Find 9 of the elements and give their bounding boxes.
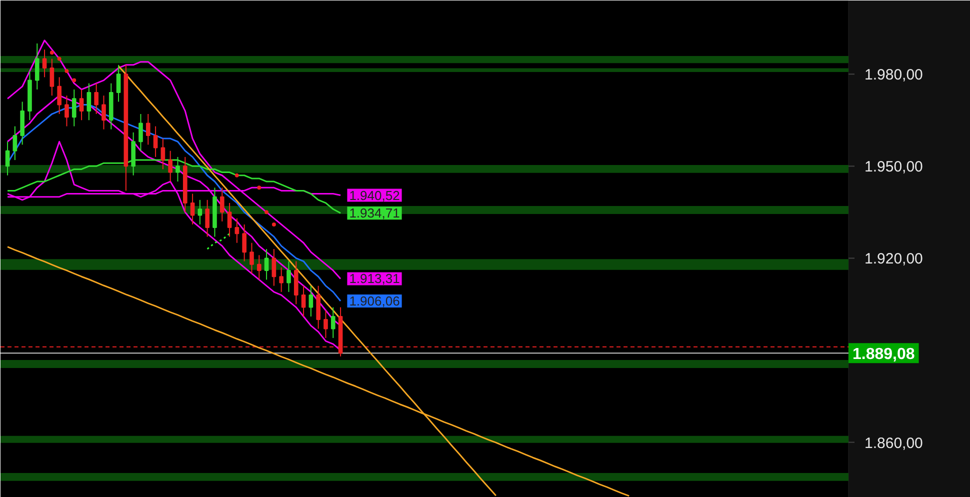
y-tick-label: 1.950,00	[864, 158, 923, 176]
ref-line-label: 1.889,08	[852, 346, 915, 364]
data-label: 1.940,52	[349, 188, 400, 203]
y-tick-label: 1.980,00	[864, 66, 923, 84]
data-label: 1.934,71	[349, 206, 400, 221]
data-label: 1.906,06	[349, 293, 400, 308]
y-tick-label: 1.920,00	[864, 250, 923, 268]
y-tick-label: 1.860,00	[864, 434, 923, 452]
data-label: 1.913,31	[349, 271, 400, 286]
